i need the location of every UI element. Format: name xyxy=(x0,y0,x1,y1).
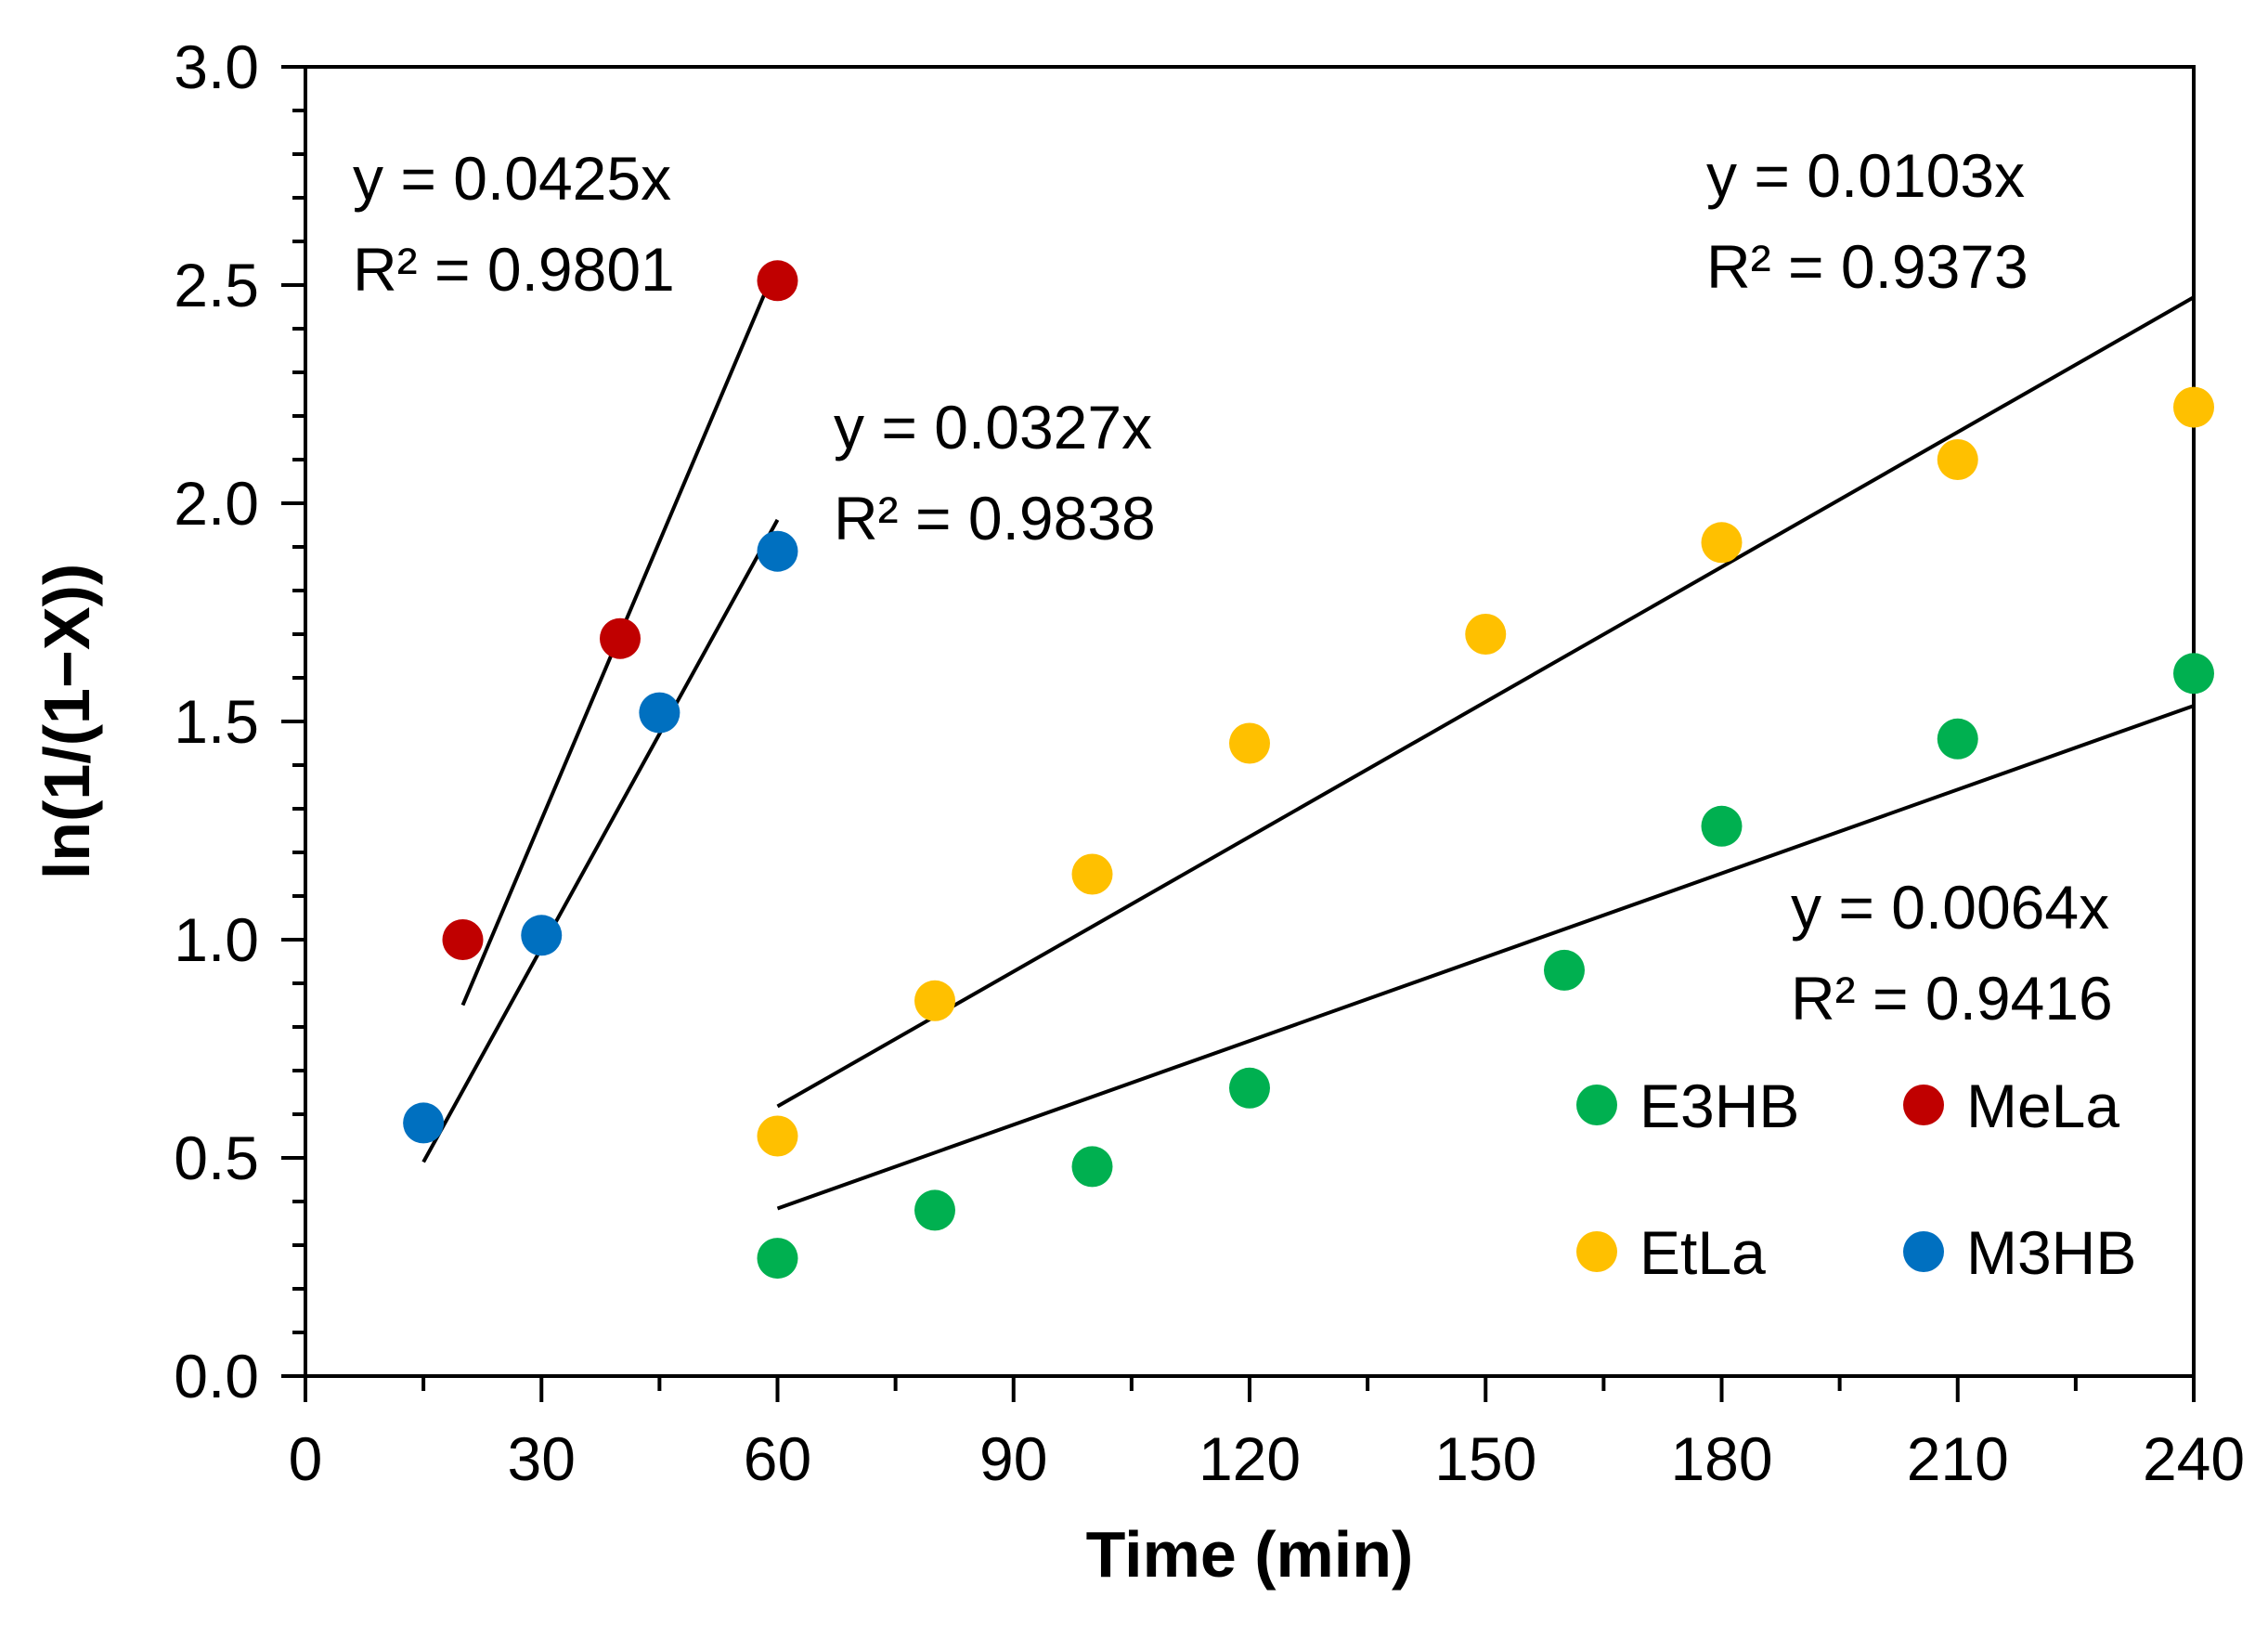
legend-marker-e3hb xyxy=(1576,1085,1617,1125)
data-point-e3hb xyxy=(1701,805,1743,847)
data-point-etla xyxy=(2173,386,2214,428)
r-squared-m3hb: R² = 0.9838 xyxy=(834,484,1156,552)
data-point-m3hb xyxy=(403,1102,445,1144)
legend: E3HB MeLa EtLa M3HB xyxy=(1576,1072,2136,1287)
legend-marker-etla xyxy=(1576,1231,1617,1272)
legend-label-e3hb: E3HB xyxy=(1639,1072,1799,1140)
x-tick-label: 0 xyxy=(289,1424,323,1493)
data-point-m3hb xyxy=(521,915,563,956)
r-squared-e3hb: R² = 0.9416 xyxy=(1791,964,2113,1033)
trendline-m3hb xyxy=(421,518,780,1163)
data-point-etla xyxy=(1071,853,1113,895)
x-tick-label: 30 xyxy=(508,1424,576,1493)
r-squared-etla: R² = 0.9373 xyxy=(1706,232,2028,301)
y-axis-title: ln(1/(1−X)) xyxy=(31,564,103,879)
trendlines xyxy=(421,262,2195,1211)
x-tick-label: 120 xyxy=(1199,1424,1301,1493)
legend-label-m3hb: M3HB xyxy=(1966,1218,2136,1287)
trendline-e3hb xyxy=(776,704,2195,1211)
data-point-mela xyxy=(600,617,641,659)
data-point-e3hb xyxy=(757,1238,798,1280)
legend-marker-mela xyxy=(1903,1085,1944,1125)
r-squared-mela: R² = 0.9801 xyxy=(353,235,675,304)
data-point-e3hb xyxy=(914,1189,955,1231)
x-tick-label: 150 xyxy=(1434,1424,1536,1493)
data-point-etla xyxy=(757,1115,798,1157)
data-point-etla xyxy=(1937,439,1978,480)
x-tick-label: 210 xyxy=(1907,1424,2009,1493)
data-point-mela xyxy=(757,260,798,302)
x-tick-label: 240 xyxy=(2143,1424,2245,1493)
y-tick-label: 1.0 xyxy=(174,905,259,974)
data-point-etla xyxy=(1465,614,1507,655)
x-tick-label: 180 xyxy=(1670,1424,1772,1493)
y-tick-label: 0.0 xyxy=(174,1342,259,1410)
data-point-e3hb xyxy=(1937,718,1978,760)
data-point-etla xyxy=(1229,722,1270,764)
equation-e3hb: y = 0.0064x xyxy=(1791,873,2109,942)
x-tick-label: 60 xyxy=(744,1424,811,1493)
data-points xyxy=(403,260,2214,1280)
data-point-etla xyxy=(1701,522,1743,564)
trendline-etla xyxy=(776,295,2195,1109)
x-axis: 0 30 60 90 120 150 180 210 240 xyxy=(289,1376,2245,1493)
y-tick-label: 0.5 xyxy=(174,1124,259,1192)
y-tick-label: 3.0 xyxy=(174,32,259,101)
data-point-e3hb xyxy=(2173,653,2214,695)
data-point-etla xyxy=(914,980,955,1021)
y-tick-label: 2.0 xyxy=(174,469,259,538)
equation-m3hb: y = 0.0327x xyxy=(834,393,1152,461)
data-point-e3hb xyxy=(1071,1146,1113,1188)
data-point-e3hb xyxy=(1544,949,1585,991)
legend-label-mela: MeLa xyxy=(1966,1072,2119,1140)
data-point-e3hb xyxy=(1229,1067,1270,1109)
data-point-m3hb xyxy=(639,692,680,734)
data-point-mela xyxy=(442,919,484,960)
legend-marker-m3hb xyxy=(1903,1231,1944,1272)
equation-mela: y = 0.0425x xyxy=(353,144,671,213)
equation-etla: y = 0.0103x xyxy=(1706,141,2025,210)
trendline-equations: y = 0.0064x R² = 0.9416 y = 0.0425x R² = 0.… xyxy=(353,141,2113,1033)
legend-label-etla: EtLa xyxy=(1639,1218,1766,1287)
y-tick-label: 1.5 xyxy=(174,687,259,756)
y-axis: 0.0 0.5 1.0 1.5 2.0 2.5 3.0 xyxy=(174,32,305,1410)
x-tick-label: 90 xyxy=(979,1424,1047,1493)
data-point-m3hb xyxy=(757,530,798,572)
x-axis-title: Time (min) xyxy=(1086,1518,1414,1591)
y-tick-label: 2.5 xyxy=(174,251,259,319)
